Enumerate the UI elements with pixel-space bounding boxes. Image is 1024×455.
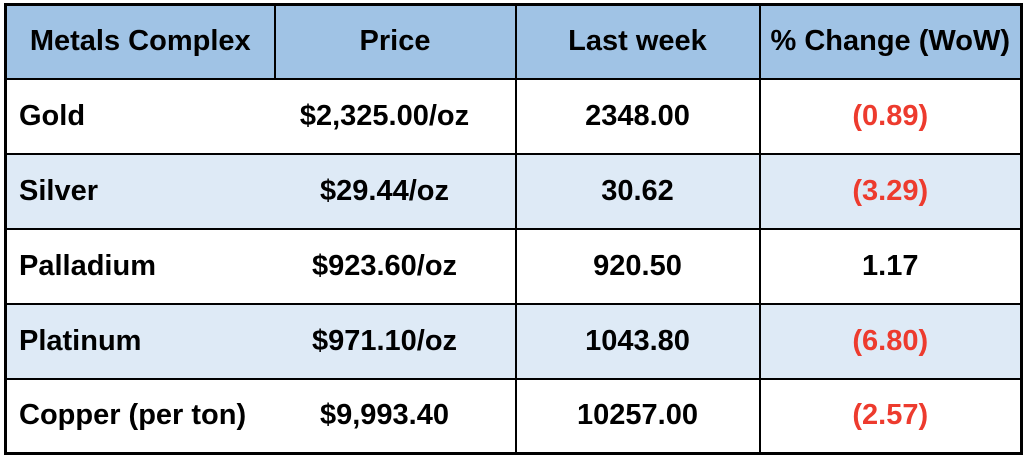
last-week-cell: 2348.00	[514, 77, 761, 155]
percent-change-cell: (3.29)	[758, 152, 1023, 230]
col-header-percent-change: % Change (WoW)	[758, 3, 1023, 80]
last-week-cell: 30.62	[514, 152, 761, 230]
last-week-cell: 10257.00	[514, 377, 761, 455]
price-cell: $2,325.00/oz	[274, 77, 517, 155]
metal-name-cell: Gold	[4, 77, 275, 155]
percent-change-cell: 1.17	[758, 227, 1023, 305]
price-cell: $971.10/oz	[274, 302, 517, 380]
last-week-cell: 920.50	[514, 227, 761, 305]
table-row: Platinum $971.10/oz 1043.80 (6.80)	[4, 302, 1023, 380]
price-cell: $923.60/oz	[274, 227, 517, 305]
table-row: Silver $29.44/oz 30.62 (3.29)	[4, 152, 1023, 230]
metals-price-table: Metals Complex Price Last week % Change …	[4, 3, 1023, 455]
percent-change-cell: (2.57)	[758, 377, 1023, 455]
price-cell: $9,993.40	[274, 377, 517, 455]
col-header-price: Price	[273, 3, 517, 80]
col-header-metals-complex: Metals Complex	[4, 3, 276, 80]
metal-name-cell: Palladium	[4, 227, 275, 305]
metal-name-cell: Copper (per ton)	[4, 377, 275, 455]
metal-name-cell: Silver	[4, 152, 275, 230]
percent-change-cell: (0.89)	[758, 77, 1023, 155]
table-row: Copper (per ton) $9,993.40 10257.00 (2.5…	[4, 377, 1023, 455]
price-cell: $29.44/oz	[274, 152, 517, 230]
table-row: Palladium $923.60/oz 920.50 1.17	[4, 227, 1023, 305]
table-row: Gold $2,325.00/oz 2348.00 (0.89)	[4, 77, 1023, 155]
header-row: Metals Complex Price Last week % Change …	[4, 3, 1023, 80]
col-header-last-week: Last week	[514, 3, 761, 80]
percent-change-cell: (6.80)	[758, 302, 1023, 380]
last-week-cell: 1043.80	[514, 302, 761, 380]
metal-name-cell: Platinum	[4, 302, 275, 380]
